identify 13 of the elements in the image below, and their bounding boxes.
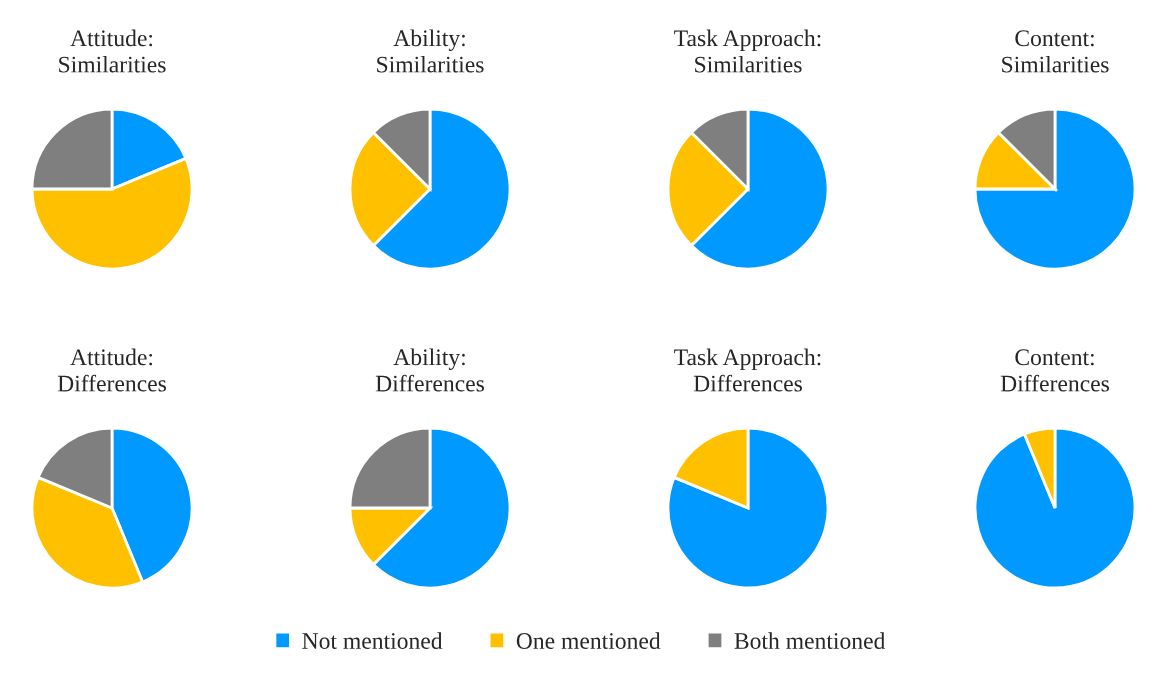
legend-label: Not mentioned	[302, 632, 443, 649]
chart-title: Attitude: Similarities	[59, 29, 166, 73]
pie-slice	[666, 426, 830, 590]
chart-title: Content: Similarities	[1002, 30, 1109, 73]
legend-label: One mentioned	[516, 632, 661, 649]
chart-title: Content: Differences	[1000, 349, 1109, 392]
chart-title: Ability: Differences	[375, 348, 484, 392]
chart-title: Attitude: Differences	[57, 348, 166, 392]
chart-title: Task Approach: Similarities	[674, 29, 821, 73]
legend-label: Both mentioned	[734, 632, 886, 649]
chart-title: Ability: Similarities	[377, 29, 484, 73]
pie-slice	[973, 426, 1137, 590]
chart-title: Task Approach: Differences	[674, 348, 821, 392]
